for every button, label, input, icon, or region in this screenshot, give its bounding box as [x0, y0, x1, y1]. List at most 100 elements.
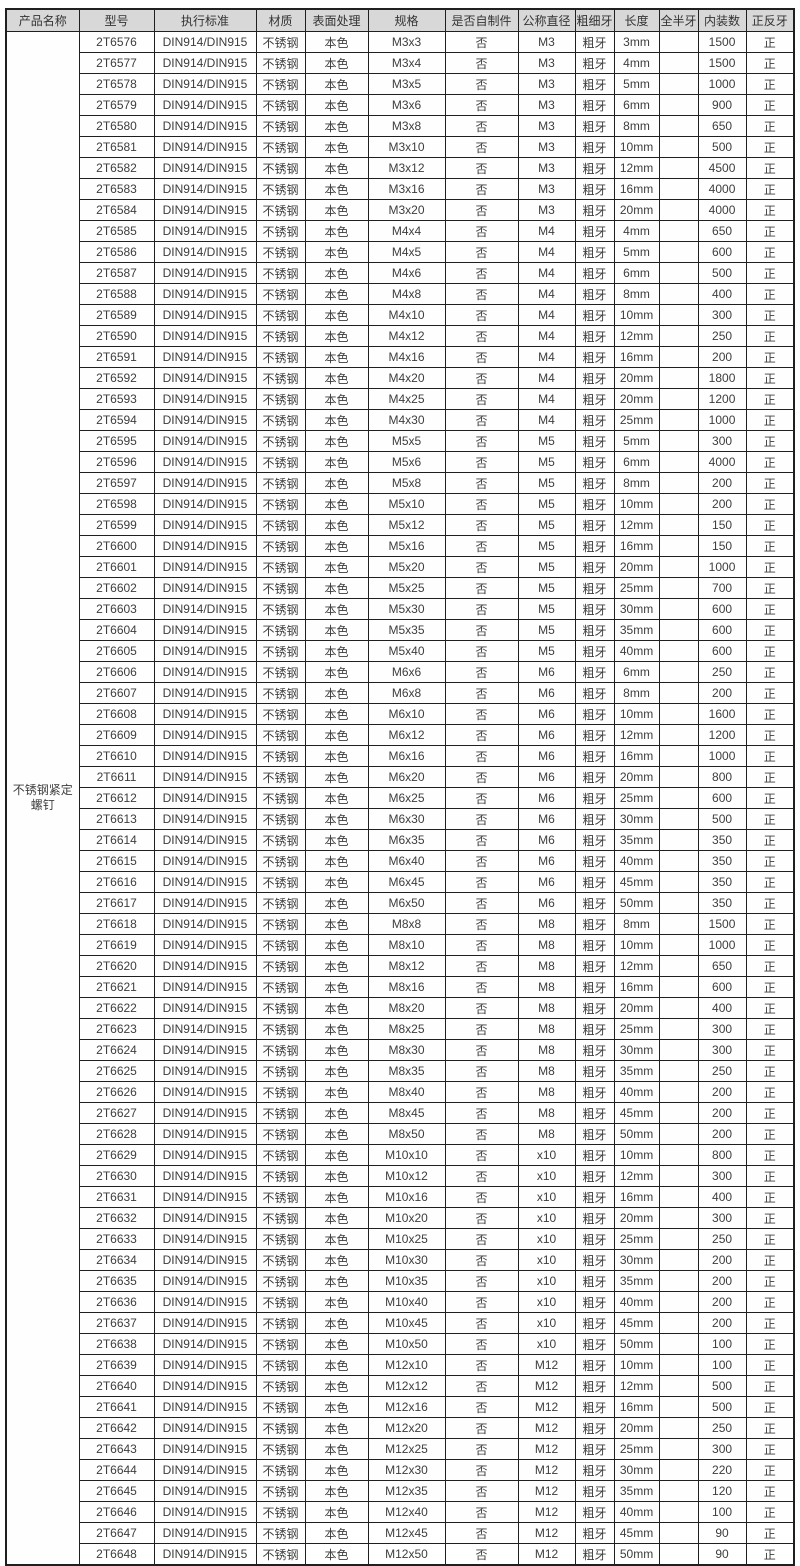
length-cell: 12mm	[613, 1165, 660, 1187]
model-cell: 2T6616	[78, 871, 155, 893]
diameter-cell: x10	[517, 1207, 576, 1229]
spec-cell: M8x45	[367, 1102, 446, 1124]
model-cell: 2T6641	[78, 1396, 155, 1418]
standard-cell: DIN914/DIN915	[153, 493, 257, 515]
standard-cell: DIN914/DIN915	[153, 304, 257, 326]
material-cell: 不锈钢	[255, 703, 306, 725]
standard-cell: DIN914/DIN915	[153, 94, 257, 116]
model-cell: 2T6645	[78, 1480, 155, 1502]
thread-pitch-cell: 粗牙	[574, 1186, 615, 1208]
length-cell: 10mm	[613, 703, 660, 725]
direction-cell: 正	[745, 451, 795, 473]
pack-qty-cell: 600	[697, 241, 747, 263]
length-cell: 30mm	[613, 1249, 660, 1271]
self-made-cell: 否	[444, 304, 519, 326]
length-cell: 25mm	[613, 577, 660, 599]
material-cell: 不锈钢	[255, 199, 306, 221]
diameter-cell: M8	[517, 1081, 576, 1103]
standard-cell: DIN914/DIN915	[153, 1438, 257, 1460]
spec-cell: M4x16	[367, 346, 446, 368]
thread-pitch-cell: 粗牙	[574, 997, 615, 1019]
table-row: 2T6619 DIN914/DIN915 不锈钢 本色 M8x10 否 M8 粗牙 10mm 10…	[6, 934, 795, 956]
standard-cell: DIN914/DIN915	[153, 1249, 257, 1271]
material-cell: 不锈钢	[255, 1354, 306, 1376]
diameter-cell: M5	[517, 430, 576, 452]
surface-cell: 本色	[304, 1186, 369, 1208]
full-half-cell	[658, 619, 699, 641]
table-row: 2T6634 DIN914/DIN915 不锈钢 本色 M10x30 否 x10 粗牙 30mm…	[6, 1249, 795, 1271]
length-cell: 6mm	[613, 661, 660, 683]
standard-cell: DIN914/DIN915	[153, 934, 257, 956]
full-half-cell	[658, 829, 699, 851]
standard-cell: DIN914/DIN915	[153, 451, 257, 473]
standard-cell: DIN914/DIN915	[153, 1123, 257, 1145]
diameter-cell: M6	[517, 892, 576, 914]
surface-cell: 本色	[304, 1333, 369, 1355]
spec-cell: M5x20	[367, 556, 446, 578]
column-header-surface-treatment: 表面处理	[304, 8, 369, 32]
diameter-cell: x10	[517, 1270, 576, 1292]
diameter-cell: M5	[517, 451, 576, 473]
model-cell: 2T6618	[78, 913, 155, 935]
full-half-cell	[658, 1018, 699, 1040]
diameter-cell: M3	[517, 94, 576, 116]
material-cell: 不锈钢	[255, 598, 306, 620]
full-half-cell	[658, 1396, 699, 1418]
material-cell: 不锈钢	[255, 1123, 306, 1145]
surface-cell: 本色	[304, 451, 369, 473]
standard-cell: DIN914/DIN915	[153, 1291, 257, 1313]
spec-cell: M10x12	[367, 1165, 446, 1187]
direction-cell: 正	[745, 997, 795, 1019]
self-made-cell: 否	[444, 850, 519, 872]
diameter-cell: M8	[517, 913, 576, 935]
material-cell: 不锈钢	[255, 1333, 306, 1355]
model-cell: 2T6583	[78, 178, 155, 200]
standard-cell: DIN914/DIN915	[153, 73, 257, 95]
full-half-cell	[658, 73, 699, 95]
surface-cell: 本色	[304, 682, 369, 704]
diameter-cell: M6	[517, 745, 576, 767]
diameter-cell: M3	[517, 136, 576, 158]
diameter-cell: M8	[517, 1060, 576, 1082]
pack-qty-cell: 250	[697, 1417, 747, 1439]
table-row: 2T6585 DIN914/DIN915 不锈钢 本色 M4x4 否 M4 粗牙 4mm 650 正	[6, 220, 795, 242]
thread-pitch-cell: 粗牙	[574, 409, 615, 431]
diameter-cell: M12	[517, 1438, 576, 1460]
diameter-cell: M4	[517, 367, 576, 389]
standard-cell: DIN914/DIN915	[153, 1144, 257, 1166]
model-cell: 2T6584	[78, 199, 155, 221]
direction-cell: 正	[745, 1480, 795, 1502]
length-cell: 50mm	[613, 1123, 660, 1145]
model-cell: 2T6639	[78, 1354, 155, 1376]
direction-cell: 正	[745, 94, 795, 116]
material-cell: 不锈钢	[255, 787, 306, 809]
full-half-cell	[658, 1522, 699, 1544]
length-cell: 8mm	[613, 682, 660, 704]
pack-qty-cell: 800	[697, 766, 747, 788]
surface-cell: 本色	[304, 1459, 369, 1481]
direction-cell: 正	[745, 1543, 795, 1566]
model-cell: 2T6636	[78, 1291, 155, 1313]
length-cell: 25mm	[613, 1018, 660, 1040]
length-cell: 25mm	[613, 787, 660, 809]
length-cell: 20mm	[613, 1417, 660, 1439]
length-cell: 12mm	[613, 514, 660, 536]
table-row: 2T6599 DIN914/DIN915 不锈钢 本色 M5x12 否 M5 粗牙 12mm 15…	[6, 514, 795, 536]
table-row: 2T6616 DIN914/DIN915 不锈钢 本色 M6x45 否 M6 粗牙 45mm 35…	[6, 871, 795, 893]
spec-cell: M12x50	[367, 1543, 446, 1566]
length-cell: 5mm	[613, 430, 660, 452]
full-half-cell	[658, 451, 699, 473]
standard-cell: DIN914/DIN915	[153, 745, 257, 767]
standard-cell: DIN914/DIN915	[153, 472, 257, 494]
table-row: 2T6636 DIN914/DIN915 不锈钢 本色 M10x40 否 x10 粗牙 40mm…	[6, 1291, 795, 1313]
model-cell: 2T6648	[78, 1543, 155, 1566]
direction-cell: 正	[745, 577, 795, 599]
pack-qty-cell: 90	[697, 1543, 747, 1566]
material-cell: 不锈钢	[255, 493, 306, 515]
length-cell: 35mm	[613, 1480, 660, 1502]
diameter-cell: x10	[517, 1186, 576, 1208]
self-made-cell: 否	[444, 829, 519, 851]
material-cell: 不锈钢	[255, 73, 306, 95]
diameter-cell: M5	[517, 577, 576, 599]
table-row: 2T6620 DIN914/DIN915 不锈钢 本色 M8x12 否 M8 粗牙 12mm 65…	[6, 955, 795, 977]
